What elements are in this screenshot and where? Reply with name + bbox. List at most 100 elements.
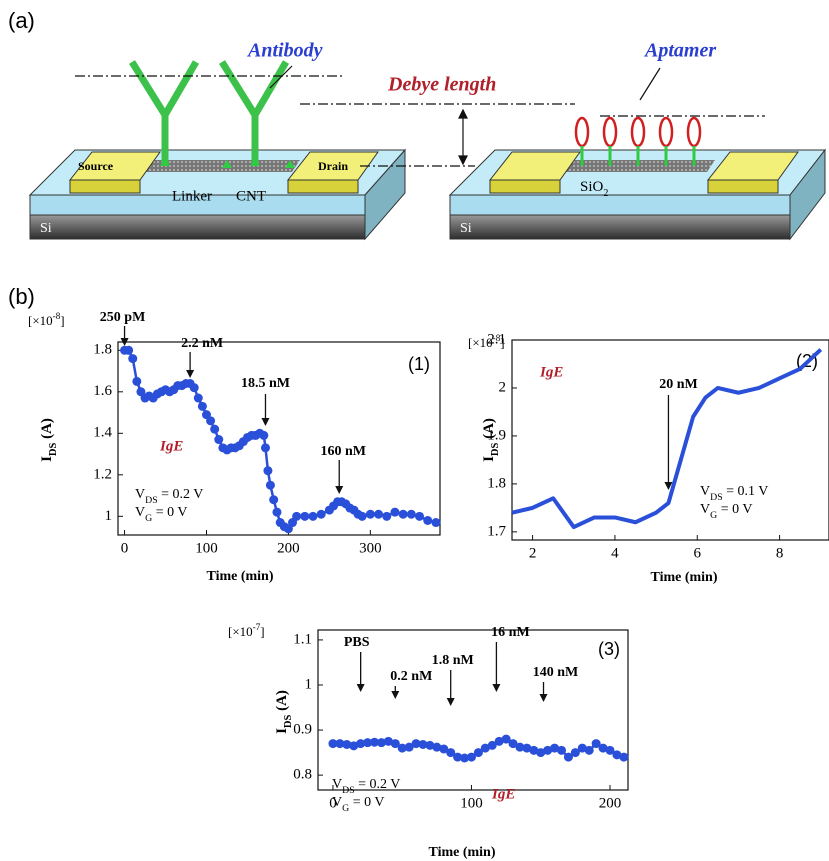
condition-part: = 0 V	[152, 505, 187, 520]
annotation: 160 nM	[320, 444, 366, 459]
condition-part: V	[700, 502, 710, 517]
data-point	[198, 402, 207, 411]
data-point	[292, 512, 301, 521]
arrow-head	[447, 698, 455, 706]
arrow-head	[540, 694, 548, 702]
figure: (a) (b) Source Drain Linker CNT Si	[0, 0, 829, 861]
axis-multiplier-part: [×10	[228, 624, 253, 639]
data-point	[206, 416, 215, 425]
x-axis-title: Time (min)	[650, 570, 717, 585]
arrow-head	[492, 684, 500, 692]
y-tick-label: 1.8	[93, 342, 112, 358]
axis-multiplier: [×10-7]	[228, 622, 265, 639]
label: Aptamer	[643, 40, 716, 62]
data-point	[366, 510, 375, 519]
panel-number: (3)	[598, 639, 620, 659]
data-point	[128, 354, 137, 363]
data-point	[317, 510, 326, 519]
panel-number: (1)	[408, 354, 430, 374]
condition: VG = 0 V	[332, 795, 384, 814]
series-label: IgE	[159, 438, 183, 454]
data-point	[619, 753, 628, 762]
condition: VDS = 0.1 V	[700, 484, 768, 503]
data-point	[261, 443, 270, 452]
annotation: PBS	[344, 635, 370, 650]
data-point	[124, 346, 133, 355]
y-tick-label: 1	[305, 676, 313, 692]
x-tick-label: 2	[529, 545, 537, 561]
data-point	[399, 510, 408, 519]
annotation: 250 pM	[100, 310, 146, 325]
x-tick-label: 4	[611, 545, 619, 561]
arrow-head	[391, 691, 399, 699]
data-point	[263, 466, 272, 475]
annotation: 16 nM	[491, 625, 530, 640]
series-label: IgE	[539, 364, 563, 380]
y-tick-label: 1.4	[93, 425, 112, 441]
x-tick-label: 0	[121, 540, 129, 556]
annotation: 1.8 nM	[432, 653, 474, 668]
condition-part: = 0 V	[717, 502, 752, 517]
label: Si	[460, 221, 472, 236]
annotation: 140 nM	[533, 665, 579, 680]
axis-multiplier: [×10-8]	[28, 311, 65, 328]
condition-part: V	[135, 505, 145, 520]
y-tick-label: 1.8	[487, 475, 506, 491]
condition-part: = 0.2 V	[158, 487, 204, 502]
arrow-head	[261, 418, 269, 426]
data-point	[423, 516, 432, 525]
axis-multiplier-part: ]	[260, 624, 264, 639]
y-axis-title-part: DS	[283, 715, 294, 729]
data-point	[407, 510, 416, 519]
y-axis-title-part: (A)	[39, 418, 55, 443]
label: Antibody	[246, 40, 323, 62]
x-tick-label: 8	[776, 545, 784, 561]
condition-part: V	[332, 795, 342, 810]
data-point	[194, 394, 203, 403]
condition-part: G	[342, 803, 349, 814]
data-point	[585, 746, 594, 755]
data-point	[269, 495, 278, 504]
series-label: IgE	[491, 786, 515, 802]
condition-part: G	[710, 510, 717, 521]
data-point	[374, 510, 383, 519]
label: Linker	[172, 188, 212, 204]
data-point	[415, 512, 424, 521]
axis-multiplier-part: ]	[500, 335, 504, 350]
data-point	[382, 512, 391, 521]
arrow-head	[335, 486, 343, 494]
y-axis-title-part: DS	[490, 443, 501, 457]
annotation: 20 nM	[659, 377, 698, 392]
y-axis-title-part: (A)	[274, 690, 290, 715]
axis-multiplier-part: ]	[60, 313, 64, 328]
arrow-head	[357, 684, 365, 692]
x-axis-title: Time (min)	[428, 845, 495, 860]
axis-multiplier: [×10-8]	[468, 333, 505, 350]
data-point	[214, 435, 223, 444]
label: CNT	[236, 188, 266, 204]
arrow-head	[186, 370, 194, 378]
label: Drain	[318, 159, 348, 173]
condition-part: DS	[710, 492, 723, 503]
y-tick-label: 0.8	[293, 767, 312, 783]
data-point	[431, 518, 440, 527]
y-tick-label: 1	[105, 508, 113, 524]
annotation: 2.2 nM	[181, 336, 223, 351]
condition-part: DS	[342, 785, 355, 796]
condition: VG = 0 V	[135, 505, 187, 524]
device-right: SiO2 Si	[450, 118, 825, 239]
x-tick-label: 300	[359, 540, 382, 556]
condition-part: V	[332, 777, 342, 792]
y-axis-title-part: DS	[48, 443, 59, 457]
data-point	[272, 508, 281, 517]
y-axis-title: IDS (A)	[39, 418, 58, 462]
x-tick-label: 200	[277, 540, 300, 556]
data-point	[210, 425, 219, 434]
label: Si	[40, 221, 52, 236]
data-point	[259, 431, 268, 440]
x-tick-label: 6	[694, 545, 702, 561]
label: Source	[78, 159, 114, 173]
y-tick-label: 1.6	[93, 383, 112, 399]
x-tick-label: 200	[599, 795, 622, 811]
condition: VDS = 0.2 V	[135, 487, 203, 506]
